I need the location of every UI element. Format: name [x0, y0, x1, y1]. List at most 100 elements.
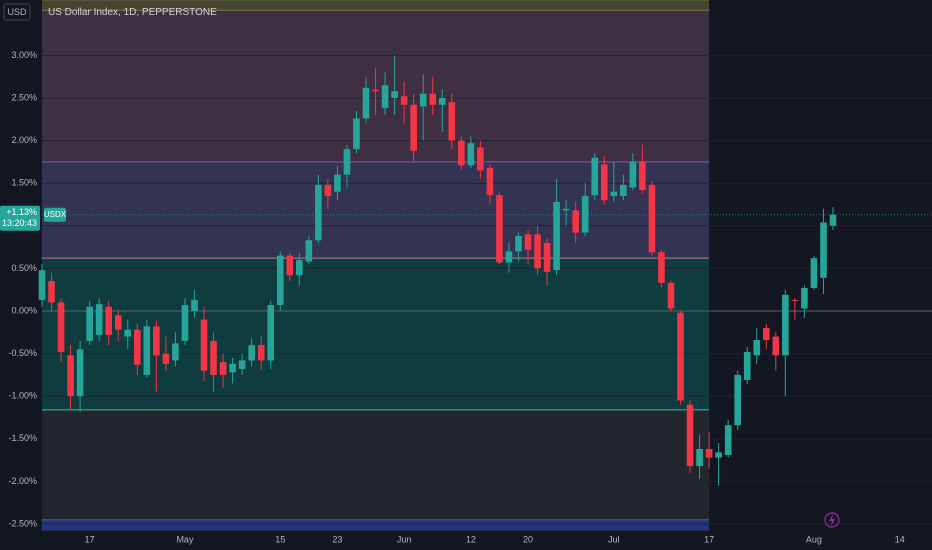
x-tick-label: Aug	[806, 534, 822, 544]
candle-body	[296, 259, 303, 276]
x-tick-label: 14	[895, 534, 905, 544]
y-tick-label: -2.50%	[8, 518, 37, 528]
candle-body	[820, 222, 827, 278]
candle-body	[581, 195, 589, 233]
x-tick-label: 17	[704, 534, 714, 544]
candle-body	[134, 329, 141, 365]
y-tick-label: 2.50%	[11, 92, 37, 102]
candle-body	[743, 351, 751, 381]
candle-body	[124, 329, 132, 337]
lightning-icon[interactable]	[824, 512, 840, 528]
candle-body	[448, 102, 456, 141]
price-badge	[0, 205, 40, 231]
candle-body	[391, 91, 398, 98]
candle-body	[181, 305, 189, 341]
candle-body	[38, 270, 46, 300]
x-tick-label: Jun	[397, 534, 412, 544]
candles	[38, 55, 837, 486]
price-label: +1.13%	[6, 207, 37, 217]
candle-body	[229, 363, 236, 373]
y-tick-label: 0.50%	[11, 263, 37, 273]
candle-body	[372, 89, 379, 92]
y-tick-label: -0.50%	[8, 348, 37, 358]
y-tick-label: 1.50%	[11, 178, 37, 188]
candle-body	[553, 201, 560, 271]
candle-body	[419, 93, 427, 107]
zones	[42, 0, 709, 530]
candle-body	[67, 355, 74, 397]
symbol-badge	[44, 207, 66, 222]
candle-body	[610, 191, 618, 196]
candle-body	[496, 195, 503, 263]
candle-body	[315, 184, 322, 241]
candle-body	[238, 360, 246, 369]
candle-body	[648, 184, 656, 253]
candle-body	[572, 210, 579, 233]
candle-body	[95, 304, 103, 335]
chart-title: US Dollar Index, 1D, PEPPERSTONE	[48, 7, 217, 18]
candle-body	[600, 164, 608, 201]
x-tick-label: May	[176, 534, 194, 544]
candle-body	[705, 449, 713, 458]
candle-body	[686, 404, 694, 467]
candle-body	[219, 362, 227, 375]
candle-body	[248, 345, 255, 361]
candle-body	[658, 252, 665, 283]
y-tick-label: 3.00%	[11, 50, 37, 60]
x-tick-label: 23	[332, 534, 342, 544]
candle-body	[343, 149, 351, 175]
candle-body	[629, 161, 637, 188]
candle-body	[286, 255, 294, 276]
candle-body	[162, 353, 170, 364]
candle-body	[305, 240, 313, 262]
candle-body	[172, 343, 179, 361]
candle-body	[381, 85, 389, 109]
candle-body	[534, 234, 541, 269]
candle-body	[143, 326, 151, 375]
zone	[42, 258, 709, 410]
candle-body	[114, 315, 122, 330]
candle-body	[324, 184, 332, 196]
y-tick-label: 0.00%	[11, 305, 37, 315]
x-tick-label: 20	[523, 534, 533, 544]
candle-body	[486, 167, 494, 196]
candle-body	[620, 184, 627, 196]
y-tick-label: 2.00%	[11, 135, 37, 145]
candle-body	[734, 374, 741, 426]
candle-body	[86, 306, 93, 341]
candle-body	[458, 140, 465, 166]
candle-body	[48, 281, 55, 303]
countdown: 13:20:43	[2, 218, 37, 228]
candle-body	[791, 299, 799, 301]
candle-body	[543, 242, 551, 272]
candle-body	[772, 336, 780, 356]
zone	[42, 409, 709, 520]
candle-body	[715, 452, 722, 458]
candle-body	[200, 319, 208, 371]
candle-body	[810, 258, 818, 289]
y-tick-label: -1.00%	[8, 391, 37, 401]
candle-body	[724, 425, 732, 456]
x-tick-label: 17	[85, 534, 95, 544]
symbol: USDX	[44, 210, 67, 219]
candle-body	[57, 302, 65, 352]
candle-body	[696, 449, 703, 467]
x-tick-label: 12	[466, 534, 476, 544]
currency: USD	[7, 7, 27, 17]
candle-body	[562, 208, 570, 211]
candle-body	[677, 312, 684, 401]
candle-body	[753, 339, 761, 356]
candle-body	[762, 328, 770, 340]
candle-body	[76, 349, 84, 397]
candle-body	[334, 174, 341, 192]
x-tick-label: 15	[275, 534, 285, 544]
currency-badge[interactable]	[3, 3, 31, 21]
zone	[42, 0, 709, 11]
candle-body	[639, 161, 646, 191]
candle-body	[515, 236, 522, 252]
zone	[42, 519, 709, 530]
candle-body	[591, 157, 599, 196]
candle-body	[477, 147, 484, 171]
candle-body	[801, 288, 808, 309]
